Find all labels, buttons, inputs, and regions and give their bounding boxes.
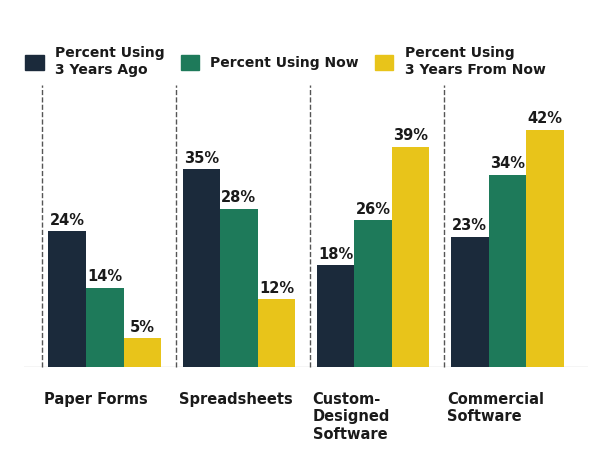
- Text: Custom-
Designed
Software: Custom- Designed Software: [313, 392, 390, 442]
- Bar: [488, 175, 526, 367]
- Legend: Percent Using
3 Years Ago, Percent Using Now, Percent Using
3 Years From Now: Percent Using 3 Years Ago, Percent Using…: [20, 41, 551, 82]
- Text: 24%: 24%: [50, 213, 85, 228]
- Text: 28%: 28%: [221, 190, 256, 205]
- Text: 18%: 18%: [318, 247, 353, 262]
- Text: 35%: 35%: [184, 151, 219, 166]
- Text: 14%: 14%: [87, 269, 122, 284]
- Text: 42%: 42%: [527, 111, 562, 126]
- Bar: [392, 147, 430, 367]
- Bar: [48, 231, 86, 367]
- Text: Commercial
Software: Commercial Software: [447, 392, 544, 424]
- Bar: [182, 169, 220, 367]
- Text: 12%: 12%: [259, 281, 294, 296]
- Text: 34%: 34%: [490, 157, 525, 172]
- Bar: [526, 130, 564, 367]
- Bar: [220, 209, 258, 367]
- Text: Paper Forms: Paper Forms: [44, 392, 148, 407]
- Text: 26%: 26%: [356, 202, 391, 217]
- Bar: [124, 338, 161, 367]
- Bar: [317, 265, 355, 367]
- Text: Spreadsheets: Spreadsheets: [179, 392, 292, 407]
- Bar: [258, 299, 295, 367]
- Text: 23%: 23%: [452, 219, 487, 234]
- Bar: [355, 220, 392, 367]
- Text: 5%: 5%: [130, 320, 155, 335]
- Bar: [86, 288, 124, 367]
- Text: 39%: 39%: [393, 128, 428, 143]
- Bar: [451, 237, 488, 367]
